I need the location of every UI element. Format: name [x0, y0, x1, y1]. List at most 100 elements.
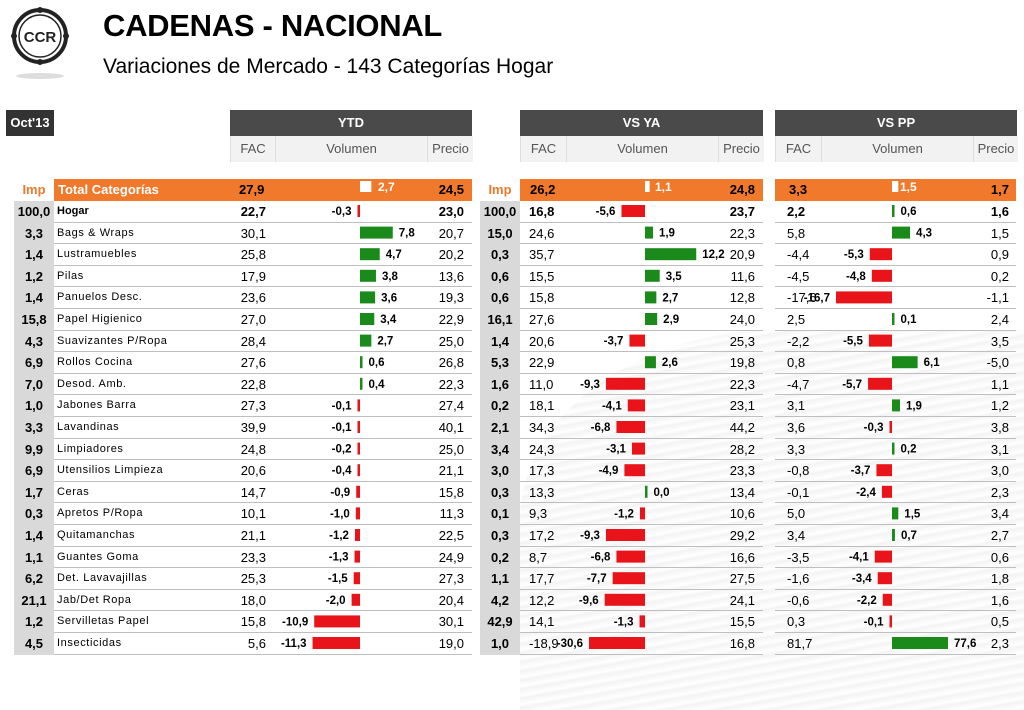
row-category-name: Jab/Det Ropa [57, 593, 132, 606]
row-divider [230, 502, 472, 504]
row-pp-fac: 81,7 [787, 636, 813, 651]
row-divider [775, 394, 1016, 396]
row-divider [520, 264, 763, 266]
row-imp: 3,3 [14, 222, 54, 245]
row-divider [230, 545, 472, 547]
row-imp2: 4,2 [480, 589, 520, 612]
table-row: 1,2 Servilletas Papel 15,8 30,1 42,9 14,1 15,5… [14, 611, 1016, 633]
row-divider [54, 588, 230, 590]
table-row: 9,9 Limpiadores 24,8 25,0 3,4 24,3 28,2 3,3 3,1 [14, 438, 1016, 461]
row-ya-fac: 15,8 [529, 290, 555, 306]
row-imp2: 0,3 [480, 244, 520, 266]
ytd-volumen-header: Volumen [275, 136, 427, 162]
row-category-name: Jabones Barra [57, 399, 137, 412]
row-category-name: Quitamanchas [57, 529, 136, 541]
row-ytd-fac: 21,1 [240, 528, 266, 543]
table-row: 1,4 Quitamanchas 21,1 22,5 0,3 17,2 29,2 3,4 2,7 [14, 525, 1016, 547]
group-header-vsya: VS YA [520, 110, 763, 136]
table-row: 100,0 Hogar 22,7 23,0 100,0 16,8 23,7 2,2 1,6 [14, 201, 1016, 223]
row-ytd-precio: 26,8 [438, 355, 464, 371]
row-pp-fac: -2,2 [787, 333, 810, 349]
row-ytd-fac: 23,6 [240, 290, 266, 306]
row-ytd-fac: 23,3 [240, 549, 266, 565]
ya-fac-header: FAC [520, 136, 566, 162]
row-imp: 1,7 [14, 481, 54, 504]
row-pp-precio: 1,6 [990, 204, 1009, 219]
row-ytd-fac: 22,7 [240, 204, 266, 219]
row-divider [520, 480, 763, 482]
row-ya-precio: 23,3 [729, 463, 755, 479]
row-pp-precio: 1,6 [990, 592, 1009, 608]
row-divider [230, 351, 472, 353]
row-divider [520, 286, 763, 288]
row-ya-precio: 29,2 [729, 528, 755, 543]
row-divider [775, 653, 1016, 655]
row-pp-precio: 3,4 [990, 506, 1009, 522]
row-ytd-fac: 27,6 [240, 355, 266, 371]
row-ytd-fac: 10,1 [240, 506, 266, 522]
row-ytd-precio: 22,5 [438, 528, 464, 543]
row-ytd-precio: 13,6 [438, 268, 464, 284]
row-ytd-precio: 20,7 [438, 225, 464, 241]
row-ytd-precio: 30,1 [438, 614, 464, 630]
row-divider [230, 437, 472, 439]
table-row: 7,0 Desod. Amb. 22,8 22,3 1,6 11,0 22,3 -4,7 1,1 [14, 373, 1016, 396]
row-imp2: 0,2 [480, 546, 520, 569]
total-ya-volume-label: 1,1 [655, 180, 672, 194]
ya-precio-header: Precio [718, 136, 764, 162]
row-divider [775, 610, 1016, 612]
row-ytd-precio: 23,0 [438, 204, 464, 219]
row-ya-fac: 24,6 [529, 225, 555, 241]
row-imp2: 3,0 [480, 460, 520, 482]
row-ya-fac: 12,2 [529, 592, 555, 608]
row-divider [54, 415, 230, 417]
row-divider [520, 243, 763, 245]
row-divider [775, 502, 1016, 504]
row-ytd-precio: 19,0 [438, 636, 464, 651]
row-pp-precio: 3,8 [990, 420, 1009, 435]
row-pp-precio: 1,2 [990, 398, 1009, 414]
table-row: 1,2 Pilas 17,9 13,6 0,6 15,5 11,6 -4,5 0,2 [14, 265, 1016, 288]
row-divider [520, 610, 763, 612]
row-divider [520, 307, 763, 309]
row-ya-fac: 17,2 [529, 528, 555, 543]
row-divider [775, 545, 1016, 547]
row-ytd-precio: 20,2 [438, 247, 464, 263]
row-ya-precio: 25,3 [729, 333, 755, 349]
row-divider [54, 437, 230, 439]
ytd-fac-header: FAC [230, 136, 275, 162]
row-divider [775, 329, 1016, 331]
row-divider [54, 351, 230, 353]
ya-volumen-header: Volumen [566, 136, 718, 162]
row-divider [775, 351, 1016, 353]
table-row: 6,9 Utensilios Limpieza 20,6 21,1 3,0 17,3 23,… [14, 460, 1016, 482]
row-pp-precio: 2,7 [990, 528, 1009, 543]
row-divider [54, 567, 230, 569]
row-divider [775, 221, 1016, 223]
row-divider [520, 459, 763, 461]
row-pp-fac: 2,5 [787, 312, 806, 327]
row-imp2: 1,6 [480, 373, 520, 396]
row-imp: 1,2 [14, 611, 54, 633]
row-pp-fac: 5,0 [787, 506, 806, 522]
table-row: 1,4 Panuelos Desc. 23,6 19,3 0,6 15,8 12,8 -17,… [14, 287, 1016, 309]
row-pp-precio: 2,3 [990, 636, 1009, 651]
row-pp-fac: -0,8 [787, 463, 810, 479]
row-ytd-precio: 24,9 [438, 549, 464, 565]
row-imp2: 0,1 [480, 503, 520, 525]
row-category-name: Lavandinas [57, 421, 120, 433]
row-divider [775, 567, 1016, 569]
row-ya-precio: 22,3 [729, 376, 755, 392]
table-row: 21,1 Jab/Det Ropa 18,0 20,4 4,2 12,2 24,1 -0,6 1… [14, 589, 1016, 612]
row-ya-fac: 24,3 [529, 441, 555, 457]
total-ytd-volume-label: 2,7 [378, 180, 395, 194]
row-divider [230, 286, 472, 288]
total-ytd-precio: 24,5 [438, 182, 464, 197]
row-pp-precio: 1,5 [990, 225, 1009, 241]
row-divider [775, 588, 1016, 590]
group-header-vspp: VS PP [775, 110, 1017, 136]
row-ya-fac: 17,7 [529, 571, 555, 587]
row-ya-fac: 17,3 [529, 463, 555, 479]
row-divider [54, 264, 230, 266]
row-category-name: Guantes Goma [57, 550, 139, 563]
